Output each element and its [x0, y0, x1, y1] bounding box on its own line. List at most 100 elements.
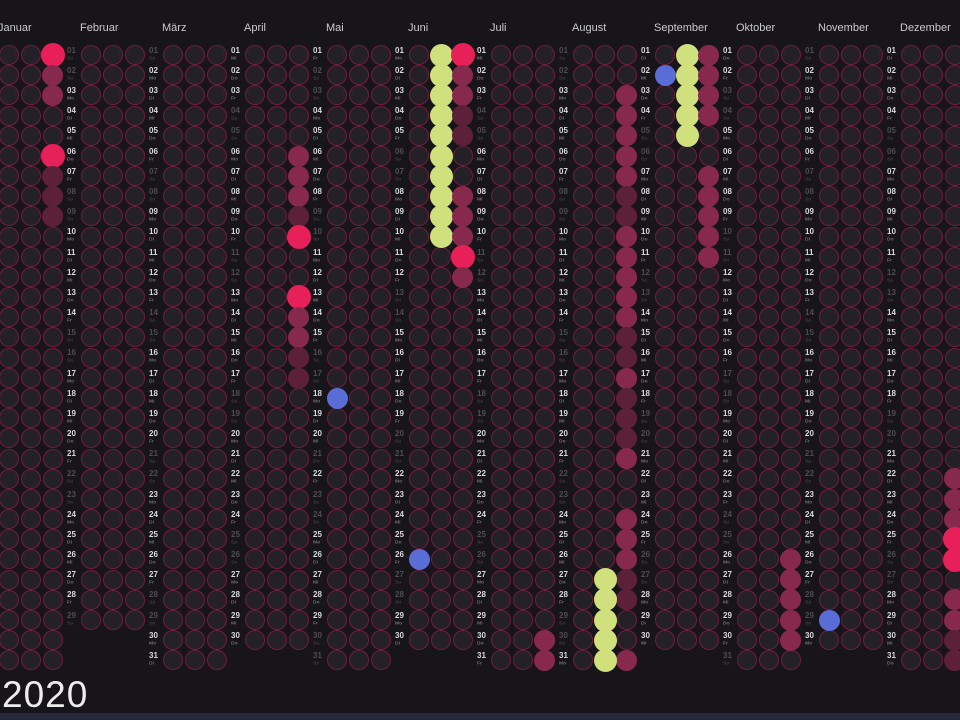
day-cell[interactable]	[20, 428, 41, 449]
day-cell[interactable]	[430, 347, 451, 368]
day-cell[interactable]	[534, 266, 555, 287]
day-cell[interactable]	[491, 226, 511, 247]
day-cell[interactable]	[184, 549, 205, 570]
day-cell[interactable]	[266, 145, 287, 166]
day-cell[interactable]	[409, 65, 429, 86]
day-cell[interactable]	[594, 307, 615, 328]
day-cell[interactable]	[163, 387, 183, 408]
day-cell[interactable]	[922, 650, 943, 671]
day-cell[interactable]	[163, 125, 183, 146]
day-cell[interactable]	[922, 186, 943, 207]
day-cell[interactable]	[862, 85, 883, 106]
day-cell[interactable]	[512, 488, 533, 509]
day-cell[interactable]	[184, 105, 205, 126]
day-cell[interactable]	[124, 589, 145, 610]
day-cell[interactable]	[901, 428, 921, 449]
day-cell[interactable]	[430, 609, 451, 630]
day-cell[interactable]	[944, 206, 960, 227]
day-cell[interactable]	[348, 206, 369, 227]
day-cell[interactable]	[266, 307, 287, 328]
day-cell[interactable]	[245, 45, 265, 66]
day-cell[interactable]	[370, 650, 391, 671]
day-cell[interactable]	[512, 206, 533, 227]
day-cell[interactable]	[430, 307, 451, 328]
day-cell[interactable]	[184, 589, 205, 610]
day-cell[interactable]	[758, 509, 779, 529]
day-cell[interactable]	[0, 387, 19, 408]
day-cell[interactable]	[266, 408, 287, 429]
day-cell[interactable]	[922, 549, 943, 570]
day-cell[interactable]	[819, 85, 839, 106]
day-cell[interactable]	[594, 347, 615, 368]
entry-dot-maroon_dim[interactable]	[452, 125, 474, 147]
day-cell[interactable]	[944, 65, 960, 86]
day-cell[interactable]	[491, 569, 511, 590]
day-cell[interactable]	[512, 186, 533, 207]
day-cell[interactable]	[655, 85, 675, 106]
day-cell[interactable]	[81, 327, 101, 348]
day-cell[interactable]	[676, 428, 697, 449]
entry-dot-pink[interactable]	[450, 245, 475, 269]
day-cell[interactable]	[0, 246, 19, 267]
day-cell[interactable]	[655, 488, 675, 509]
day-cell[interactable]	[780, 145, 801, 166]
day-cell[interactable]	[573, 246, 593, 267]
day-cell[interactable]	[20, 186, 41, 207]
day-cell[interactable]	[81, 367, 101, 388]
day-cell[interactable]	[348, 226, 369, 247]
day-cell[interactable]	[676, 589, 697, 610]
day-cell[interactable]	[758, 266, 779, 287]
day-cell[interactable]	[163, 307, 183, 328]
day-cell[interactable]	[430, 630, 451, 651]
day-cell[interactable]	[206, 609, 227, 630]
entry-dot-green[interactable]	[593, 608, 617, 632]
day-cell[interactable]	[42, 448, 63, 469]
day-cell[interactable]	[573, 408, 593, 429]
entry-dot-maroon[interactable]	[780, 629, 802, 651]
day-cell[interactable]	[0, 630, 19, 651]
day-cell[interactable]	[676, 569, 697, 590]
day-cell[interactable]	[922, 145, 943, 166]
day-cell[interactable]	[922, 166, 943, 187]
day-cell[interactable]	[42, 630, 63, 651]
day-cell[interactable]	[452, 307, 473, 328]
day-cell[interactable]	[102, 468, 123, 489]
day-cell[interactable]	[206, 387, 227, 408]
day-cell[interactable]	[20, 650, 41, 671]
day-cell[interactable]	[573, 529, 593, 550]
day-cell[interactable]	[163, 569, 183, 590]
day-cell[interactable]	[512, 609, 533, 630]
day-cell[interactable]	[102, 569, 123, 590]
day-cell[interactable]	[327, 569, 347, 590]
day-cell[interactable]	[124, 468, 145, 489]
entry-dot-maroon[interactable]	[616, 286, 638, 308]
day-cell[interactable]	[512, 367, 533, 388]
day-cell[interactable]	[370, 569, 391, 590]
day-cell[interactable]	[266, 367, 287, 388]
day-cell[interactable]	[737, 186, 757, 207]
entry-dot-maroon[interactable]	[288, 307, 310, 328]
entry-dot-maroon[interactable]	[780, 609, 802, 631]
day-cell[interactable]	[20, 327, 41, 348]
day-cell[interactable]	[348, 650, 369, 671]
entry-dot-green[interactable]	[675, 63, 699, 87]
day-cell[interactable]	[512, 630, 533, 651]
day-cell[interactable]	[534, 549, 555, 570]
day-cell[interactable]	[206, 65, 227, 86]
day-cell[interactable]	[102, 105, 123, 126]
day-cell[interactable]	[491, 650, 511, 671]
day-cell[interactable]	[758, 630, 779, 651]
day-cell[interactable]	[922, 408, 943, 429]
day-cell[interactable]	[163, 287, 183, 308]
day-cell[interactable]	[737, 549, 757, 570]
day-cell[interactable]	[698, 529, 719, 550]
entry-dot-blue[interactable]	[654, 64, 676, 86]
day-cell[interactable]	[922, 569, 943, 590]
day-cell[interactable]	[409, 529, 429, 550]
day-cell[interactable]	[163, 428, 183, 449]
day-cell[interactable]	[288, 589, 309, 610]
day-cell[interactable]	[184, 206, 205, 227]
day-cell[interactable]	[184, 145, 205, 166]
day-cell[interactable]	[327, 529, 347, 550]
day-cell[interactable]	[430, 246, 451, 267]
